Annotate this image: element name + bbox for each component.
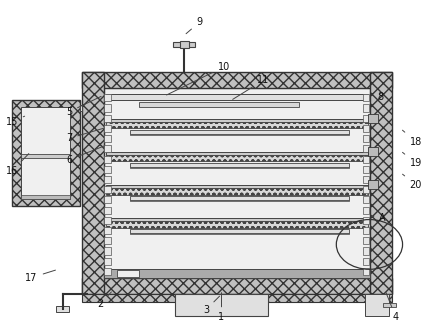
Bar: [363, 145, 369, 153]
Bar: [56, 306, 69, 312]
Bar: [105, 247, 111, 254]
Bar: [105, 145, 111, 153]
Bar: [105, 105, 111, 112]
Text: 6: 6: [66, 146, 104, 165]
Bar: [106, 152, 368, 155]
Bar: [80, 105, 82, 111]
Bar: [363, 206, 369, 214]
Text: 17: 17: [25, 270, 55, 283]
Text: 8: 8: [377, 92, 384, 102]
Bar: [106, 119, 368, 122]
Bar: [363, 94, 369, 102]
Text: A: A: [372, 213, 386, 223]
Text: 15: 15: [6, 116, 25, 127]
Bar: [105, 258, 111, 265]
Bar: [130, 229, 349, 233]
Bar: [365, 294, 389, 316]
Text: 5: 5: [66, 97, 101, 117]
Bar: [105, 206, 111, 214]
Bar: [363, 125, 369, 132]
Bar: [363, 176, 369, 183]
Text: 18: 18: [402, 130, 422, 147]
Bar: [368, 147, 378, 156]
Bar: [104, 269, 370, 278]
Bar: [105, 125, 111, 132]
Bar: [105, 237, 111, 244]
Bar: [106, 185, 368, 188]
Bar: [363, 186, 369, 193]
Bar: [104, 88, 370, 278]
Bar: [130, 233, 349, 234]
Bar: [368, 114, 378, 123]
Bar: [105, 135, 111, 142]
Bar: [82, 72, 104, 294]
Bar: [21, 108, 70, 199]
Bar: [383, 303, 396, 307]
Bar: [363, 237, 369, 244]
Bar: [12, 100, 80, 206]
Bar: [363, 247, 369, 254]
Bar: [106, 221, 368, 228]
Bar: [82, 278, 392, 294]
Text: 10: 10: [167, 62, 230, 95]
Bar: [363, 105, 369, 112]
Bar: [106, 94, 368, 100]
Text: 7: 7: [66, 128, 104, 143]
Bar: [363, 227, 369, 234]
Bar: [105, 166, 111, 173]
Bar: [82, 294, 392, 302]
Bar: [139, 103, 299, 107]
Bar: [105, 94, 111, 102]
Bar: [130, 130, 349, 134]
Bar: [105, 176, 111, 183]
Bar: [105, 227, 111, 234]
Bar: [105, 268, 111, 275]
Bar: [180, 41, 189, 48]
Bar: [363, 217, 369, 224]
Text: 3: 3: [203, 296, 220, 315]
Bar: [130, 163, 349, 167]
Bar: [82, 72, 392, 88]
Bar: [363, 258, 369, 265]
Bar: [130, 134, 349, 135]
Text: 20: 20: [403, 174, 422, 190]
Bar: [363, 135, 369, 142]
Bar: [363, 115, 369, 122]
Text: 11: 11: [233, 75, 270, 99]
Bar: [368, 180, 378, 189]
Bar: [105, 217, 111, 224]
Text: 16: 16: [6, 154, 29, 176]
Bar: [130, 196, 349, 200]
Text: 9: 9: [186, 17, 202, 34]
Bar: [105, 115, 111, 122]
Bar: [21, 195, 70, 199]
Text: 1: 1: [218, 293, 225, 322]
Bar: [130, 200, 349, 201]
Bar: [363, 196, 369, 203]
Text: 4: 4: [386, 292, 399, 322]
Bar: [363, 166, 369, 173]
Text: 2: 2: [97, 292, 111, 309]
Bar: [106, 122, 368, 128]
Bar: [106, 218, 368, 221]
Bar: [117, 270, 139, 277]
Bar: [105, 156, 111, 163]
Bar: [21, 154, 70, 158]
Bar: [106, 155, 368, 162]
Bar: [130, 167, 349, 168]
Bar: [363, 156, 369, 163]
Bar: [105, 186, 111, 193]
Text: 19: 19: [403, 152, 422, 168]
Bar: [173, 42, 195, 47]
Bar: [363, 268, 369, 275]
Bar: [175, 294, 268, 316]
Bar: [106, 188, 368, 194]
Bar: [370, 72, 392, 294]
Bar: [105, 196, 111, 203]
